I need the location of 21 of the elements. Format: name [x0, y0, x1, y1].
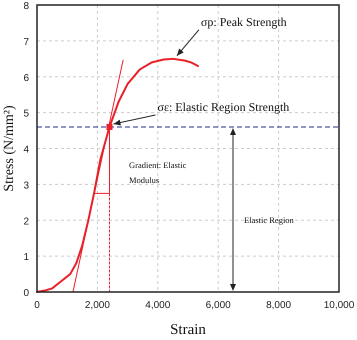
x-tick-label: 6,000 — [206, 300, 232, 311]
y-tick-label: 2 — [23, 216, 30, 228]
y-tick-label: 3 — [23, 180, 30, 192]
y-tick-label: 0 — [23, 288, 30, 299]
y-axis-title: Stress (N/mm²) — [2, 105, 17, 192]
x-tick-label: 0 — [34, 300, 40, 311]
annotation: σε: Elastic Region Strength — [157, 100, 290, 114]
annotation: σp: Peak Strength — [200, 14, 287, 29]
y-tick-label: 6 — [23, 72, 30, 84]
x-tick-label: 10,000 — [324, 300, 355, 311]
x-axis-title: Strain — [170, 322, 206, 338]
x-tick-label: 8,000 — [266, 300, 292, 311]
y-tick-label: 7 — [23, 36, 30, 48]
y-tick-label: 1 — [23, 252, 30, 264]
y-tick-label: 5 — [23, 108, 30, 120]
y-tick-label: 8 — [23, 1, 30, 12]
x-tick-label: 4,000 — [145, 300, 171, 311]
y-tick-label: 4 — [23, 144, 30, 156]
annotation: Elastic Region — [244, 215, 295, 225]
annotation: Gradient: Elastic Modulus — [129, 160, 187, 185]
x-tick-label: 2,000 — [84, 300, 110, 311]
